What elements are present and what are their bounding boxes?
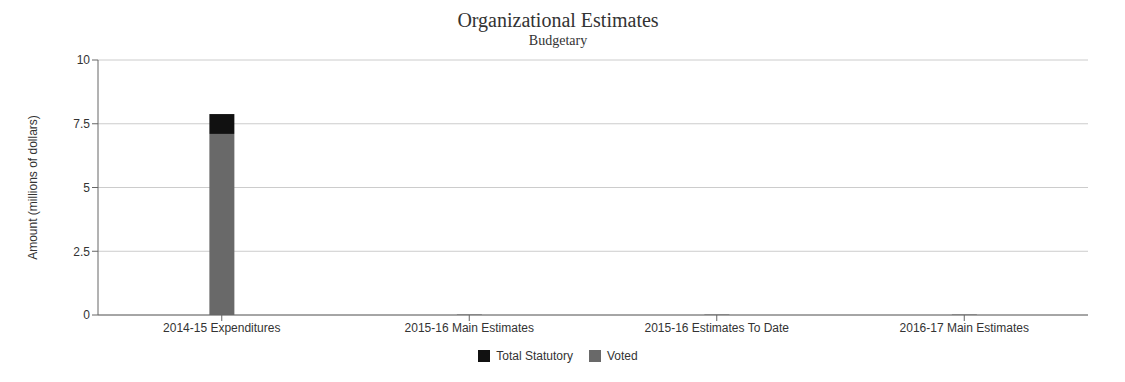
- html-text:Voted: Voted: [607, 349, 638, 363]
- svg-text:Amount (millions of dollars): Amount (millions of dollars): [26, 115, 40, 260]
- html-text:Total Statutory: Total Statutory: [496, 349, 573, 363]
- svg-text:2015-16 Main Estimates: 2015-16 Main Estimates: [405, 321, 534, 335]
- svg-text:5: 5: [83, 181, 90, 195]
- svg-text:7.5: 7.5: [73, 117, 90, 131]
- svg-text:2016-17 Main Estimates: 2016-17 Main Estimates: [900, 321, 1029, 335]
- svg-text:10: 10: [77, 53, 91, 67]
- html-text:Budgetary: Budgetary: [528, 33, 588, 48]
- svg-text:2014-15 Expenditures: 2014-15 Expenditures: [163, 321, 280, 335]
- svg-text:2015-16 Estimates To Date: 2015-16 Estimates To Date: [644, 321, 789, 335]
- svg-text:0: 0: [83, 308, 90, 322]
- html-text:Organizational Estimates: Organizational Estimates: [457, 9, 659, 31]
- svg-text:2.5: 2.5: [73, 245, 90, 259]
